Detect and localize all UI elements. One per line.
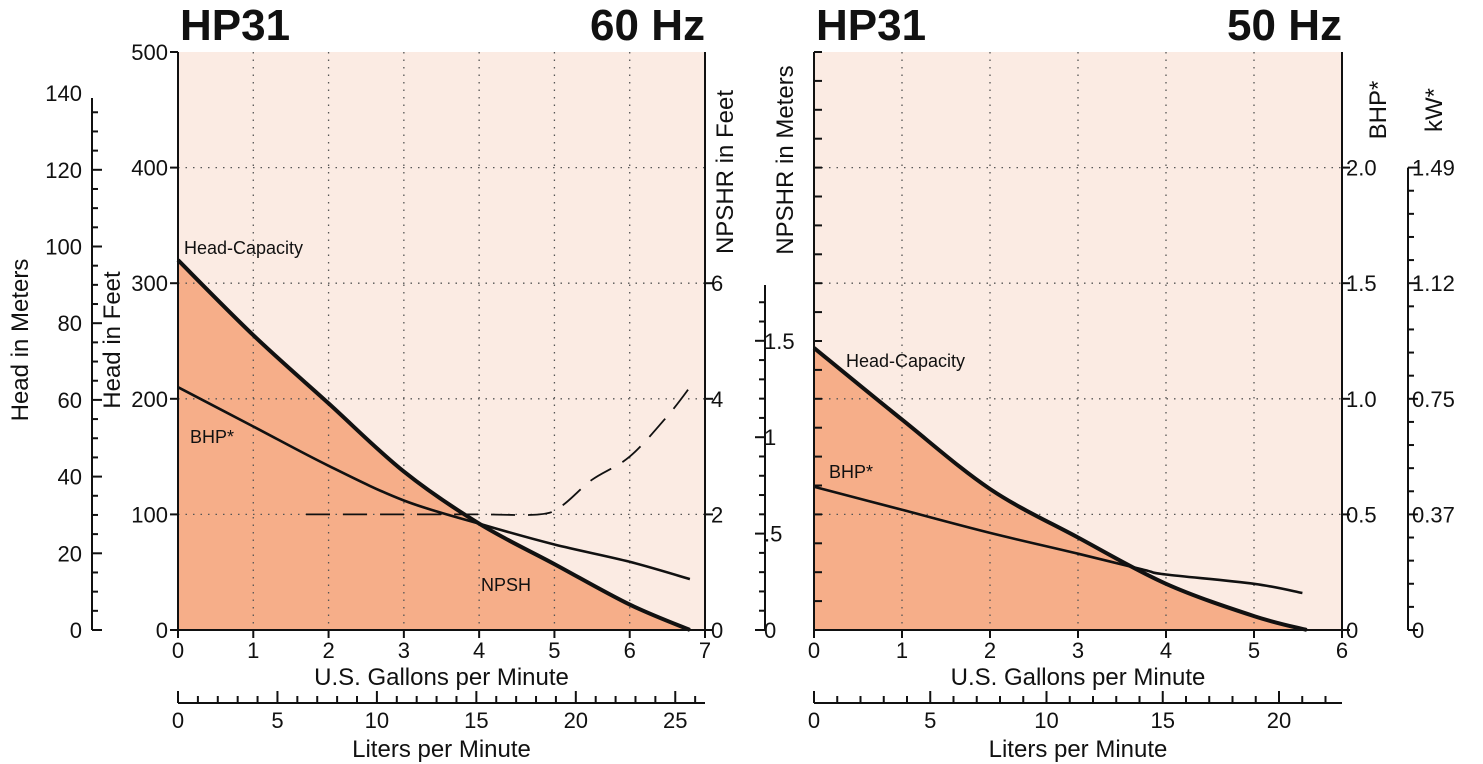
kw-tick-label: 0.75 bbox=[1412, 387, 1455, 412]
lpm-axis-label: Liters per Minute bbox=[989, 736, 1168, 763]
feet-tick-label: 0 bbox=[156, 618, 168, 643]
meters-tick-label: 140 bbox=[45, 81, 82, 106]
gpm-axis-label: U.S. Gallons per Minute bbox=[314, 664, 569, 691]
bhp-tick-label: 0 bbox=[1346, 618, 1358, 643]
lpm-tick-label: 5 bbox=[924, 708, 936, 733]
bhp-tick-label: 1.5 bbox=[1346, 271, 1377, 296]
lpm-tick-label: 15 bbox=[464, 708, 488, 733]
npshr-tick-label: .5 bbox=[764, 522, 782, 547]
gpm-tick-label: 0 bbox=[172, 638, 184, 663]
npshr-axis-label: NPSHR in Meters bbox=[772, 65, 799, 254]
gpm-tick-label: 3 bbox=[398, 638, 410, 663]
bhp-tick-label: 2.0 bbox=[1346, 156, 1377, 181]
meters-tick-label: 120 bbox=[45, 158, 82, 183]
npsh-curve-60hz bbox=[305, 386, 691, 516]
bhp-tick-label: 1.0 bbox=[1346, 387, 1377, 412]
lpm-tick-label: 15 bbox=[1151, 708, 1175, 733]
kw-tick-label: 1.49 bbox=[1412, 156, 1455, 181]
gpm-tick-label: 2 bbox=[322, 638, 334, 663]
head-capacity-label: Head-Capacity bbox=[846, 351, 965, 371]
meters-tick-label: 80 bbox=[58, 311, 82, 336]
kw-axis-label: kW* bbox=[1421, 88, 1448, 132]
meters-tick-label: 60 bbox=[58, 388, 82, 413]
chart-title-model: HP31 bbox=[816, 1, 926, 50]
bhp-label: BHP* bbox=[829, 462, 873, 482]
bhp-curve-50hz bbox=[813, 485, 1303, 595]
feet-tick-label: 200 bbox=[131, 387, 168, 412]
lpm-tick-label: 10 bbox=[365, 708, 389, 733]
chart-title-model: HP31 bbox=[180, 1, 290, 50]
gpm-tick-label: 7 bbox=[699, 638, 711, 663]
lpm-tick-label: 25 bbox=[663, 708, 687, 733]
gpm-tick-label: 2 bbox=[984, 638, 996, 663]
npsh-tick-label: 6 bbox=[711, 271, 723, 296]
head-capacity-curve-60hz bbox=[176, 258, 691, 632]
gpm-tick-label: 4 bbox=[473, 638, 485, 663]
npshr-tick-label: 1 bbox=[764, 425, 776, 450]
chart-title-frequency: 50 Hz bbox=[1227, 1, 1342, 50]
lpm-tick-label: 0 bbox=[808, 708, 820, 733]
lpm-axis-label: Liters per Minute bbox=[352, 736, 531, 763]
npsh-tick-label: 2 bbox=[711, 502, 723, 527]
gpm-tick-label: 1 bbox=[896, 638, 908, 663]
kw-tick-label: 0 bbox=[1412, 618, 1424, 643]
head-capacity-area-50hz bbox=[814, 347, 1307, 630]
lpm-tick-label: 0 bbox=[172, 708, 184, 733]
feet-axis-label: Head in Feet bbox=[99, 271, 126, 409]
meters-tick-label: 40 bbox=[58, 465, 82, 490]
lpm-tick-label: 20 bbox=[1267, 708, 1291, 733]
head-capacity-label: Head-Capacity bbox=[184, 238, 303, 258]
npsh-axis-label: NPSHR in Feet bbox=[712, 90, 739, 254]
feet-tick-label: 300 bbox=[131, 271, 168, 296]
npsh-tick-label: 0 bbox=[711, 618, 723, 643]
gpm-tick-label: 0 bbox=[808, 638, 820, 663]
feet-tick-label: 500 bbox=[131, 40, 168, 65]
bhp-label: BHP* bbox=[190, 427, 234, 447]
head-capacity-curve-50hz bbox=[812, 346, 1308, 632]
lpm-tick-label: 5 bbox=[271, 708, 283, 733]
gpm-tick-label: 3 bbox=[1072, 638, 1084, 663]
gpm-tick-label: 6 bbox=[1336, 638, 1348, 663]
kw-tick-label: 1.12 bbox=[1412, 271, 1455, 296]
feet-tick-label: 400 bbox=[131, 156, 168, 181]
bhp-tick-label: 0.5 bbox=[1346, 502, 1377, 527]
gpm-tick-label: 5 bbox=[1248, 638, 1260, 663]
meters-tick-label: 100 bbox=[45, 235, 82, 260]
gpm-tick-label: 4 bbox=[1160, 638, 1172, 663]
npsh-label: NPSH bbox=[481, 575, 531, 595]
npsh-tick-label: 4 bbox=[711, 387, 723, 412]
bhp-curve-60hz bbox=[177, 386, 691, 581]
bhp-axis-label: BHP* bbox=[1365, 81, 1392, 140]
gpm-tick-label: 6 bbox=[624, 638, 636, 663]
meters-tick-label: 0 bbox=[70, 618, 82, 643]
head-capacity-area-60hz bbox=[178, 260, 690, 630]
gpm-axis-label: U.S. Gallons per Minute bbox=[951, 664, 1206, 691]
chart-title-frequency: 60 Hz bbox=[590, 1, 705, 50]
lpm-tick-label: 10 bbox=[1034, 708, 1058, 733]
feet-tick-label: 100 bbox=[131, 502, 168, 527]
meters-tick-label: 20 bbox=[58, 541, 82, 566]
gpm-tick-label: 1 bbox=[247, 638, 259, 663]
meters-axis-label: Head in Meters bbox=[7, 259, 34, 422]
npshr-tick-label: 0 bbox=[764, 618, 776, 643]
lpm-tick-label: 20 bbox=[564, 708, 588, 733]
kw-tick-label: 0.37 bbox=[1412, 502, 1455, 527]
npshr-tick-label: 1.5 bbox=[764, 329, 795, 354]
gpm-tick-label: 5 bbox=[548, 638, 560, 663]
